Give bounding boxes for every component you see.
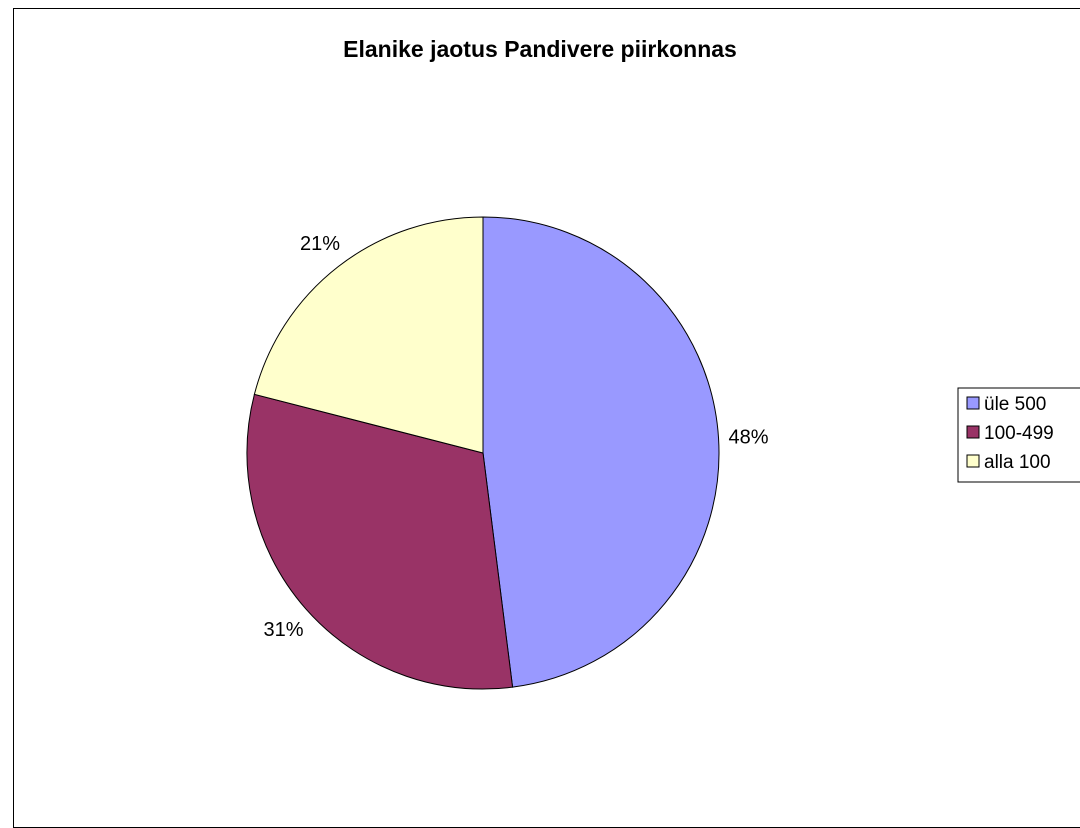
slice-label-3: 21% bbox=[300, 233, 340, 255]
pie-chart: 48% 31% 21% üle 500 100-499 alla 100 bbox=[246, 216, 1080, 690]
legend-label-2: 100-499 bbox=[984, 423, 1054, 444]
pie-slices bbox=[246, 216, 720, 690]
slice-label-1: 48% bbox=[728, 426, 768, 448]
legend-swatch-1 bbox=[966, 396, 980, 410]
pie-slice-2 bbox=[246, 393, 514, 690]
legend-swatch-3 bbox=[966, 454, 980, 468]
chart-title: Elanike jaotus Pandivere piirkonnas bbox=[343, 36, 737, 62]
slice-labels: 48% 31% 21% bbox=[263, 233, 768, 641]
legend-label-1: üle 500 bbox=[984, 394, 1046, 415]
legend-swatch-2 bbox=[966, 425, 980, 439]
legend: üle 500 100-499 alla 100 bbox=[957, 387, 1080, 483]
pie-slice-1 bbox=[482, 216, 720, 688]
pie-slice-3 bbox=[253, 216, 484, 454]
slice-label-2: 31% bbox=[263, 619, 303, 641]
legend-label-3: alla 100 bbox=[984, 452, 1051, 473]
